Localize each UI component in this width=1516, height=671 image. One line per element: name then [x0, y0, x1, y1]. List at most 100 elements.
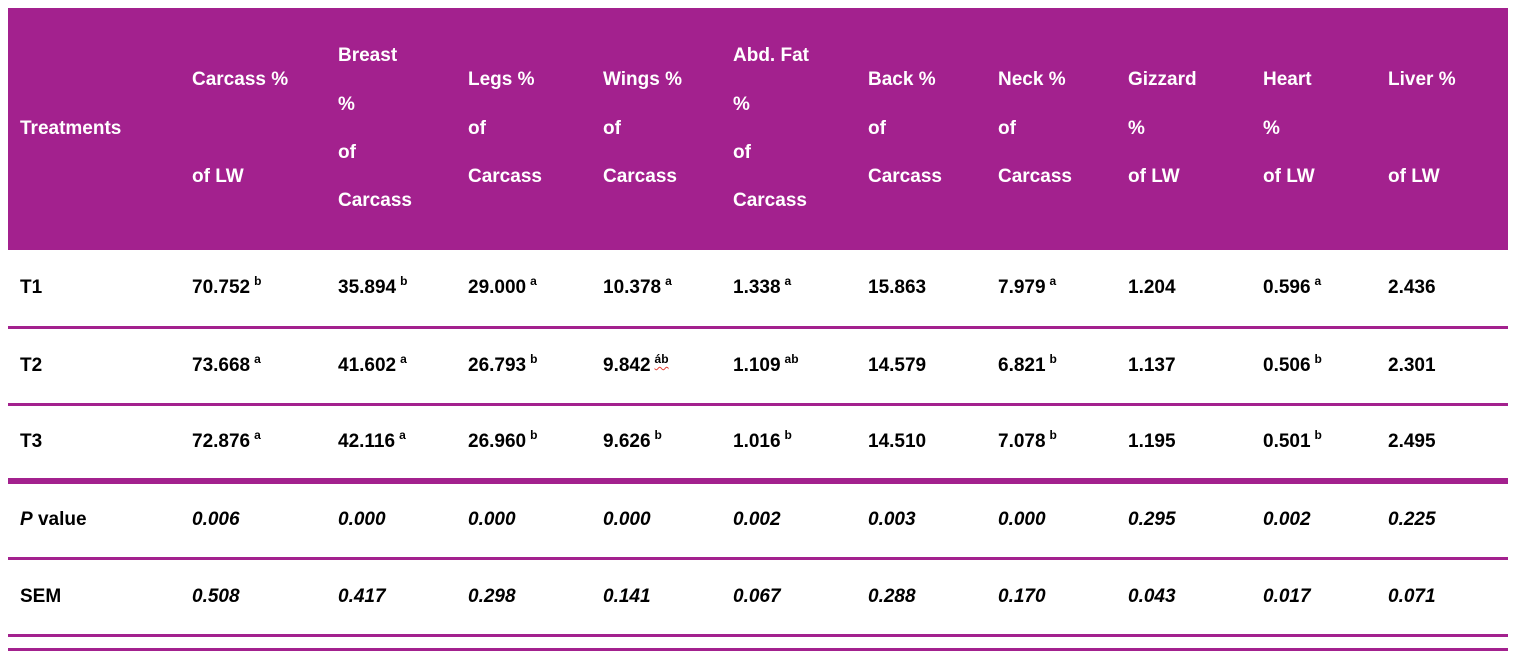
data-cell: 0.501 b: [1251, 404, 1376, 484]
table-bottom-border: [8, 647, 1508, 651]
cell-value: 1.338: [733, 276, 781, 298]
cell-value: 26.960: [468, 430, 527, 452]
cell-value: 0.506: [1263, 354, 1311, 376]
data-cell: 14.510: [856, 404, 986, 484]
superscript-marker: a: [254, 352, 261, 367]
superscript-marker: b: [1314, 352, 1322, 367]
cell-value: 0.000: [603, 509, 651, 531]
superscript-marker: b: [1049, 352, 1057, 367]
cell-value: 10.378: [603, 276, 662, 298]
data-cell: 70.752 b: [180, 250, 326, 329]
data-cell: 0.000: [456, 481, 591, 560]
superscript-marker: a: [784, 274, 792, 289]
header-cell-back: Back % of Carcass: [856, 8, 986, 250]
data-cell: 2.301: [1376, 327, 1508, 406]
table-row-t1: T1 70.752 b 35.894 b 29.000 a 10.378 a 1.338…: [8, 250, 1508, 329]
data-cell: 0.295: [1116, 481, 1251, 560]
data-cell: 0.043: [1116, 558, 1251, 637]
cell-value: 42.116: [338, 430, 396, 452]
cell-value: 2.436: [1388, 276, 1436, 298]
cell-value: 1.109: [733, 354, 781, 376]
table-row-t2: T2 73.668 a 41.602 a 26.793 b 9.842 áb 1.109…: [8, 327, 1508, 406]
cell-value: 0.071: [1388, 585, 1436, 607]
cell-value: 72.876: [192, 430, 251, 452]
cell-value: 0.225: [1388, 509, 1436, 531]
data-cell: 0.000: [986, 481, 1116, 560]
cell-value: 0.002: [733, 509, 781, 531]
cell-value: 1.137: [1128, 354, 1176, 376]
data-cell: 1.109 ab: [721, 327, 856, 406]
header-cell-treatments: Treatments: [8, 8, 180, 250]
cell-value: 7.078: [998, 430, 1046, 452]
cell-value: 7.979: [998, 276, 1046, 298]
table-row-p-value: P value 0.006 0.000 0.000 0.000 0.002 0.…: [8, 481, 1508, 560]
cell-value: 73.668: [192, 354, 251, 376]
cell-value: 1.204: [1128, 276, 1176, 298]
data-cell: 29.000 a: [456, 250, 591, 329]
data-cell: 0.417: [326, 558, 456, 637]
cell-value: 0.006: [192, 509, 240, 531]
cell-value: 6.821: [998, 354, 1046, 376]
table-row-t3: T3 72.876 a 42.116 a 26.960 b 9.626 b 1.016 b…: [8, 404, 1508, 484]
data-cell: 0.506 b: [1251, 327, 1376, 406]
data-cell: 1.137: [1116, 327, 1251, 406]
data-cell: 0.000: [591, 481, 721, 560]
superscript-marker: b: [1049, 428, 1057, 443]
row-label-t1: T1: [8, 250, 180, 329]
data-cell: 0.003: [856, 481, 986, 560]
cell-value: 0.043: [1128, 585, 1176, 607]
header-cell-abd-fat: Abd. Fat % of Carcass: [721, 8, 856, 250]
data-cell: 9.842 áb: [591, 327, 721, 406]
data-cell: 2.436: [1376, 250, 1508, 329]
data-cell: 0.002: [721, 481, 856, 560]
cell-value: 0.000: [468, 509, 516, 531]
p-value-label: value: [32, 509, 87, 531]
cell-value: 1.016: [733, 430, 781, 452]
data-cell: 1.195: [1116, 404, 1251, 484]
data-cell: 0.298: [456, 558, 591, 637]
cell-value: 70.752: [192, 276, 251, 298]
header-cell-neck: Neck % of Carcass: [986, 8, 1116, 250]
row-label-sem: SEM: [8, 558, 180, 637]
data-cell: 0.141: [591, 558, 721, 637]
superscript-marker: b: [654, 428, 662, 443]
header-cell-liver: Liver % of LW: [1376, 8, 1508, 250]
table-row-sem: SEM 0.508 0.417 0.298 0.141 0.067 0.288 …: [8, 558, 1508, 637]
cell-value: 14.579: [868, 354, 927, 376]
data-cell: 0.288: [856, 558, 986, 637]
cell-value: 0.170: [998, 585, 1046, 607]
superscript-marker: a: [400, 352, 407, 367]
cell-value: 0.288: [868, 585, 916, 607]
cell-value: 0.067: [733, 585, 781, 607]
cell-value: 15.863: [868, 276, 927, 298]
superscript-marker: ab: [784, 352, 799, 367]
data-cell: 2.495: [1376, 404, 1508, 484]
data-cell: 7.078 b: [986, 404, 1116, 484]
data-cell: 26.793 b: [456, 327, 591, 406]
superscript-marker: a: [665, 274, 672, 289]
superscript-marker: b: [530, 352, 538, 367]
cell-value: 14.510: [868, 430, 927, 452]
data-cell: 0.000: [326, 481, 456, 560]
superscript-marker: a: [254, 428, 261, 443]
data-cell: 0.225: [1376, 481, 1508, 560]
data-cell: 15.863: [856, 250, 986, 329]
p-value-label-italic: P: [20, 509, 33, 531]
cell-value: 9.842: [603, 354, 651, 376]
row-label-p-value: P value: [8, 481, 180, 560]
data-cell: 0.071: [1376, 558, 1508, 637]
superscript-marker: b: [400, 274, 408, 289]
data-cell: 6.821 b: [986, 327, 1116, 406]
data-cell: 1.204: [1116, 250, 1251, 329]
data-cell: 0.002: [1251, 481, 1376, 560]
cell-value: 0.295: [1128, 509, 1176, 531]
data-cell: 0.508: [180, 558, 326, 637]
cell-value: 0.501: [1263, 430, 1311, 452]
superscript-marker-misspelled: áb: [654, 352, 669, 367]
header-cell-gizzard: Gizzard % of LW: [1116, 8, 1251, 250]
cell-value: 9.626: [603, 430, 651, 452]
sem-label: SEM: [20, 585, 62, 607]
cell-value: 41.602: [338, 354, 397, 376]
data-cell: 10.378 a: [591, 250, 721, 329]
